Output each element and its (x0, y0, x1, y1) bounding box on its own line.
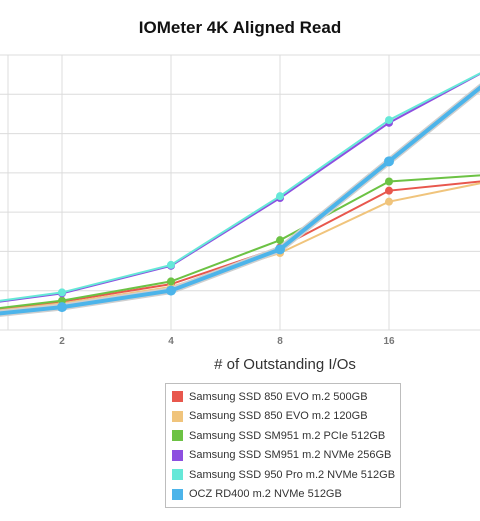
legend-swatch (172, 488, 183, 500)
data-point (385, 177, 393, 186)
x-axis-title: # of Outstanding I/Os (214, 356, 356, 373)
legend-label: Samsung SSD SM951 m.2 PCIe 512GB (189, 429, 386, 442)
legend-label: Samsung SSD SM951 m.2 NVMe 256GB (189, 449, 392, 462)
legend-swatch (172, 391, 183, 403)
data-point (385, 197, 393, 206)
series-line (0, 180, 480, 310)
series-line (0, 72, 480, 303)
data-point (57, 302, 67, 313)
data-point (385, 186, 393, 195)
data-point (58, 288, 66, 297)
legend-swatch (172, 430, 183, 442)
series-lines (0, 72, 480, 317)
series-5 (0, 83, 480, 317)
legend-label: Samsung SSD 850 EVO m.2 120GB (189, 410, 368, 423)
series-1 (0, 182, 480, 312)
series-0 (0, 180, 480, 310)
data-point (385, 116, 393, 125)
legend-item[interactable]: Samsung SSD 950 Pro m.2 NVMe 512GB (166, 465, 400, 485)
data-point (384, 156, 394, 167)
legend-swatch (172, 469, 183, 481)
data-point (276, 192, 284, 201)
data-point (167, 277, 175, 286)
series-3 (0, 72, 480, 303)
legend-item[interactable]: Samsung SSD 850 EVO m.2 120GB (166, 407, 400, 427)
legend-label: OCZ RD400 m.2 NVMe 512GB (189, 488, 342, 501)
legend: Samsung SSD 850 EVO m.2 500GB Samsung SSD… (165, 383, 401, 508)
legend-item[interactable]: Samsung SSD 850 EVO m.2 500GB (166, 387, 400, 407)
series-line (0, 85, 480, 316)
chart-title: IOMeter 4K Aligned Read (138, 18, 342, 37)
series-4 (0, 72, 480, 302)
legend-label: Samsung SSD 850 EVO m.2 500GB (189, 390, 368, 403)
x-tick-label: 16 (383, 336, 395, 347)
legend-swatch (172, 449, 183, 461)
data-point (167, 260, 175, 269)
legend-item[interactable]: OCZ RD400 m.2 NVMe 512GB (166, 485, 400, 505)
x-tick-label: 2 (59, 336, 65, 347)
gridlines (0, 54, 480, 331)
legend-label: Samsung SSD 950 Pro m.2 NVMe 512GB (189, 468, 396, 481)
legend-swatch (172, 410, 183, 422)
series-line (0, 72, 480, 302)
data-point (166, 285, 176, 296)
series-2 (0, 174, 480, 309)
series-line (0, 182, 480, 312)
data-point (275, 244, 285, 255)
x-tick-labels: 2 4 8 16 (59, 336, 395, 347)
legend-item[interactable]: Samsung SSD SM951 m.2 NVMe 256GB (166, 446, 400, 466)
series-line (0, 174, 480, 309)
x-tick-label: 8 (277, 336, 283, 347)
data-point (276, 236, 284, 245)
legend-item[interactable]: Samsung SSD SM951 m.2 PCIe 512GB (166, 426, 400, 446)
x-tick-label: 4 (168, 336, 174, 347)
